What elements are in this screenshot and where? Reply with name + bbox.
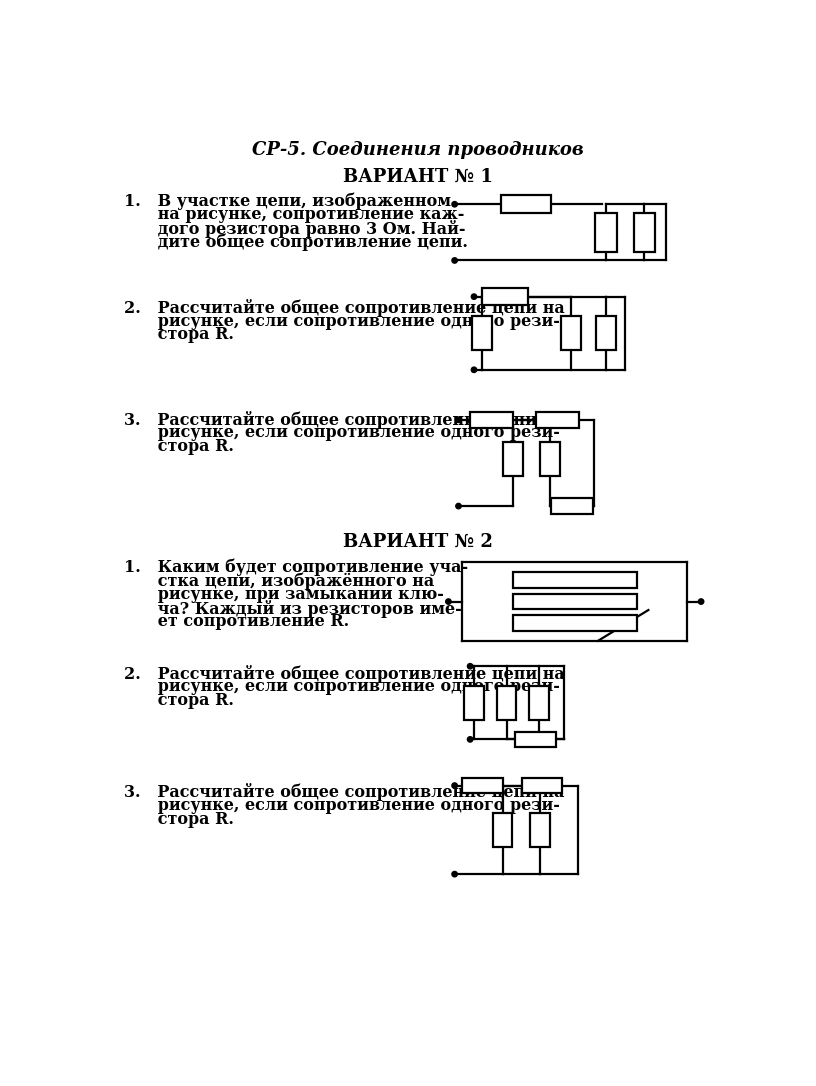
Circle shape bbox=[456, 504, 461, 508]
Text: рисунке, если сопротивление одного рези-: рисунке, если сопротивление одного рези- bbox=[124, 679, 560, 695]
Bar bbox=[501, 195, 552, 213]
Text: стора R.: стора R. bbox=[124, 327, 233, 343]
Bar bbox=[512, 572, 636, 588]
Circle shape bbox=[472, 294, 477, 300]
Text: на рисунке, сопротивление каж-: на рисунке, сопротивление каж- bbox=[124, 206, 464, 224]
Bar bbox=[551, 498, 593, 514]
Bar bbox=[540, 442, 560, 476]
Circle shape bbox=[452, 257, 457, 263]
Bar bbox=[503, 442, 523, 476]
Text: 3.   Рассчитайте общее сопротивление цепи на: 3. Рассчитайте общее сопротивление цепи … bbox=[124, 411, 564, 429]
Text: стка цепи, изображённого на: стка цепи, изображённого на bbox=[124, 572, 434, 590]
Text: стора R.: стора R. bbox=[124, 438, 233, 455]
Circle shape bbox=[456, 417, 461, 422]
Bar bbox=[596, 316, 616, 350]
Bar bbox=[464, 686, 484, 720]
Circle shape bbox=[452, 783, 457, 788]
Circle shape bbox=[468, 736, 472, 742]
Text: ВАРИАНТ № 2: ВАРИАНТ № 2 bbox=[344, 533, 493, 551]
Text: рисунке, при замыкании клю-: рисунке, при замыкании клю- bbox=[124, 585, 444, 603]
Bar bbox=[515, 732, 556, 747]
Text: рисунке, если сопротивление одного рези-: рисунке, если сопротивление одного рези- bbox=[124, 313, 560, 330]
Text: рисунке, если сопротивление одного рези-: рисунке, если сопротивление одного рези- bbox=[124, 797, 560, 814]
Bar bbox=[512, 616, 636, 631]
Text: стора R.: стора R. bbox=[124, 811, 233, 828]
Text: ВАРИАНТ № 1: ВАРИАНТ № 1 bbox=[344, 167, 493, 186]
Text: 3.   Рассчитайте общее сопротивление цепи на: 3. Рассчитайте общее сопротивление цепи … bbox=[124, 783, 564, 801]
Circle shape bbox=[698, 598, 703, 604]
Text: ет сопротивление R.: ет сопротивление R. bbox=[124, 614, 348, 630]
Text: 1.   Каким будет сопротивление уча-: 1. Каким будет сопротивление уча- bbox=[124, 558, 468, 576]
Circle shape bbox=[452, 871, 457, 876]
Bar bbox=[470, 413, 512, 428]
Bar bbox=[512, 594, 636, 609]
Bar bbox=[472, 316, 492, 350]
Circle shape bbox=[452, 202, 457, 207]
Bar bbox=[530, 686, 549, 720]
Circle shape bbox=[472, 367, 477, 372]
Bar bbox=[481, 288, 528, 305]
Bar bbox=[530, 813, 549, 847]
Text: дого резистора равно 3 Ом. Най-: дого резистора равно 3 Ом. Най- bbox=[124, 220, 465, 238]
Text: стора R.: стора R. bbox=[124, 692, 233, 709]
Text: рисунке, если сопротивление одного рези-: рисунке, если сопротивление одного рези- bbox=[124, 425, 560, 441]
Circle shape bbox=[446, 598, 451, 604]
Bar bbox=[536, 413, 579, 428]
Circle shape bbox=[468, 664, 472, 669]
Bar bbox=[561, 316, 581, 350]
Bar bbox=[497, 686, 517, 720]
Text: ча? Каждый из резисторов име-: ча? Каждый из резисторов име- bbox=[124, 599, 462, 618]
Text: 1.   В участке цепи, изображенном: 1. В участке цепи, изображенном bbox=[124, 192, 450, 211]
Bar bbox=[522, 778, 562, 793]
Text: 2.   Рассчитайте общее сопротивление цепи на: 2. Рассчитайте общее сопротивление цепи … bbox=[124, 665, 565, 683]
Text: 2.   Рассчитайте общее сопротивление цепи на: 2. Рассчитайте общее сопротивление цепи … bbox=[124, 299, 565, 317]
Bar bbox=[463, 778, 503, 793]
Bar bbox=[493, 813, 512, 847]
Bar bbox=[595, 213, 617, 252]
Text: СР-5. Соединения проводников: СР-5. Соединения проводников bbox=[252, 141, 584, 160]
Text: дите общее сопротивление цепи.: дите общее сопротивление цепи. bbox=[124, 233, 468, 251]
Bar bbox=[634, 213, 655, 252]
